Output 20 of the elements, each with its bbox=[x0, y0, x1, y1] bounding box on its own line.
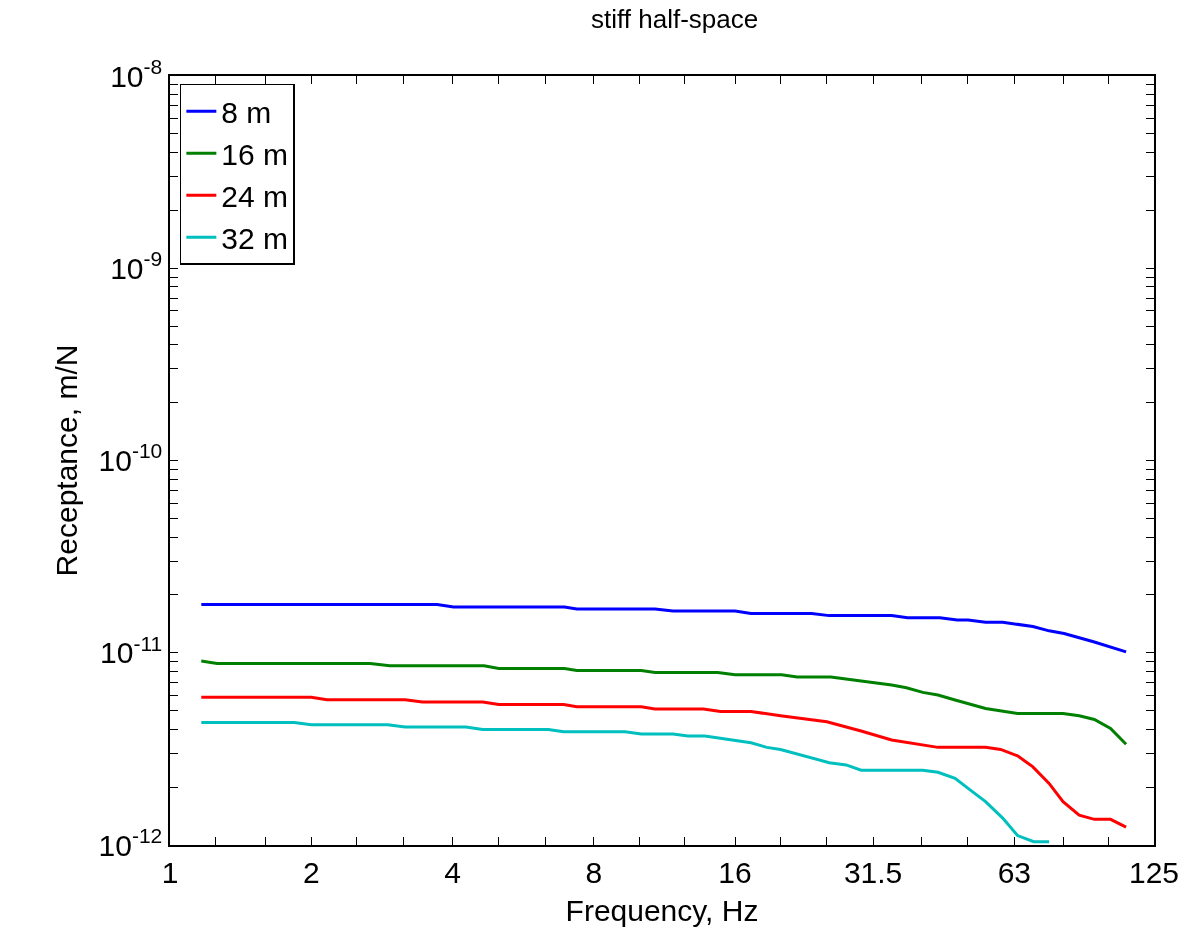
legend-label: 8 m bbox=[221, 95, 272, 129]
y-tick-label: 10$^{-8}$ bbox=[110, 54, 163, 93]
y-tick-label: 10$^{-12}$ bbox=[98, 823, 163, 862]
y-tick-label: 10$^{-10}$ bbox=[98, 439, 163, 477]
x-tick-label: 31.5 bbox=[843, 855, 903, 889]
y-tick-label: 10$^{-11}$ bbox=[100, 631, 163, 670]
x-tick-label: 8 bbox=[585, 855, 603, 889]
x-tick-label: 2 bbox=[302, 855, 320, 889]
y-tick-label: 10$^{-9}$ bbox=[110, 247, 163, 285]
x-tick-label: 16 bbox=[718, 855, 752, 889]
legend-label: 16 m bbox=[221, 137, 289, 171]
y-axis-title: Receptance, m/N bbox=[50, 344, 84, 577]
legend-label: 24 m bbox=[221, 179, 289, 213]
x-tick-label: 4 bbox=[444, 855, 461, 889]
x-axis-title: Frequency, Hz bbox=[565, 893, 759, 927]
legend-label: 32 m bbox=[221, 221, 289, 255]
x-tick-label: 1 bbox=[161, 855, 179, 889]
chart-title: stiff half-space bbox=[591, 3, 759, 34]
x-tick-label: 63 bbox=[997, 855, 1032, 889]
x-tick-label: 125 bbox=[1128, 855, 1180, 889]
